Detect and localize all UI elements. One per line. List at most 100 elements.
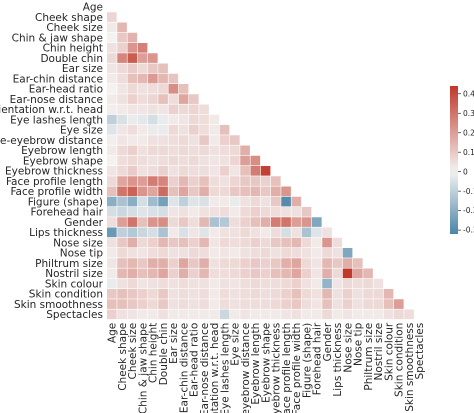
heatmap-cell (219, 166, 230, 176)
x-tick-label: Cheek size (127, 323, 139, 380)
heatmap-cell (178, 248, 189, 258)
heatmap-cell (219, 237, 230, 248)
heatmap-cell (301, 278, 312, 289)
heatmap-cell (117, 63, 127, 74)
x-tick-label: Nostril size (373, 323, 385, 381)
heatmap-cell (137, 155, 148, 166)
heatmap-cell (178, 94, 189, 104)
heatmap-cell (137, 207, 148, 217)
heatmap-cell (394, 309, 404, 320)
heatmap-cell (158, 104, 168, 115)
heatmap-cell (332, 309, 343, 320)
heatmap-cell (250, 186, 261, 197)
heatmap-cell (373, 289, 384, 299)
heatmap-cell (271, 196, 281, 207)
heatmap-cell (127, 278, 138, 289)
y-tick-label: Skin smoothness (14, 299, 103, 311)
heatmap-cell (117, 176, 127, 186)
heatmap-cell (230, 135, 240, 145)
heatmap-cell (281, 299, 291, 309)
heatmap-cell (271, 227, 281, 238)
heatmap-cell (127, 227, 138, 238)
heatmap-cell (199, 135, 209, 145)
heatmap-cell (219, 289, 230, 299)
heatmap-cell (117, 207, 127, 217)
heatmap-cell (199, 186, 209, 197)
heatmap-cell (107, 22, 117, 33)
heatmap-cell (178, 145, 189, 156)
heatmap-cell (230, 248, 240, 258)
heatmap-cell (127, 94, 138, 104)
heatmap-cell (301, 268, 312, 279)
heatmap-cell (127, 217, 138, 227)
heatmap-cell (281, 268, 291, 279)
heatmap-cell (178, 217, 189, 227)
heatmap-cell (219, 217, 230, 227)
heatmap-cell (127, 258, 138, 268)
heatmap-cell (230, 268, 240, 279)
heatmap-cell (178, 84, 189, 94)
y-tick-label: Spectacles (46, 309, 103, 321)
heatmap-cell (250, 289, 261, 299)
heatmap-cell (342, 248, 353, 258)
heatmap-cell (240, 258, 250, 268)
heatmap-cell (250, 217, 261, 227)
heatmap-cell (301, 207, 312, 217)
heatmap-cell (332, 299, 343, 309)
heatmap-cell (107, 196, 117, 207)
y-tick-label: Nose tip (60, 248, 104, 260)
heatmap-cell (373, 309, 384, 320)
heatmap-cell (312, 268, 322, 279)
heatmap-cell (219, 196, 230, 207)
heatmap-cell (271, 309, 281, 320)
heatmap-cell (168, 207, 179, 217)
heatmap-cell (353, 278, 363, 289)
colorbar-tick-label: 0 (463, 167, 468, 176)
heatmap-cell (271, 176, 281, 186)
heatmap-cell (271, 289, 281, 299)
heatmap-cell (117, 237, 127, 248)
x-tick-label: Forehead hair (312, 322, 324, 395)
heatmap-cell (107, 268, 117, 279)
heatmap-cell (291, 268, 302, 279)
heatmap-cell (137, 125, 148, 135)
heatmap-cell (250, 227, 261, 238)
y-tick-label: Cheek size (46, 22, 103, 34)
heatmap-cell (250, 268, 261, 279)
heatmap-cell (117, 309, 127, 320)
heatmap-cell (250, 258, 261, 268)
heatmap-cell (168, 84, 179, 94)
heatmap-cell (291, 289, 302, 299)
heatmap-cell (117, 104, 127, 115)
heatmap-cell (219, 176, 230, 186)
heatmap-cell (230, 237, 240, 248)
heatmap-cell (332, 248, 343, 258)
heatmap-cell (260, 309, 271, 320)
heatmap-cell (209, 268, 220, 279)
heatmap-cell (260, 166, 271, 176)
heatmap-cell (127, 43, 138, 53)
heatmap-cell (199, 258, 209, 268)
heatmap-cell (117, 248, 127, 258)
heatmap-cell (148, 237, 158, 248)
heatmap-cell (148, 268, 158, 279)
heatmap-cell (281, 207, 291, 217)
heatmap-cell (178, 227, 189, 238)
heatmap-cell (383, 299, 394, 309)
heatmap-cell (240, 299, 250, 309)
y-tick-label: Forehead hair (30, 207, 103, 219)
y-tick-label: Skin colour (45, 278, 104, 290)
heatmap-cell (107, 135, 117, 145)
y-tick-label: Figure (shape) (28, 196, 103, 208)
heatmap-cell (148, 217, 158, 227)
heatmap-cell (312, 217, 322, 227)
heatmap-cell (117, 22, 127, 33)
heatmap-cell (209, 176, 220, 186)
heatmap-cell (301, 289, 312, 299)
heatmap-cell (312, 227, 322, 238)
heatmap-cell (301, 227, 312, 238)
y-tick-label: Double chin (40, 53, 103, 65)
heatmap-cell (127, 309, 138, 320)
y-tick-label: Cheek shape (35, 12, 103, 24)
